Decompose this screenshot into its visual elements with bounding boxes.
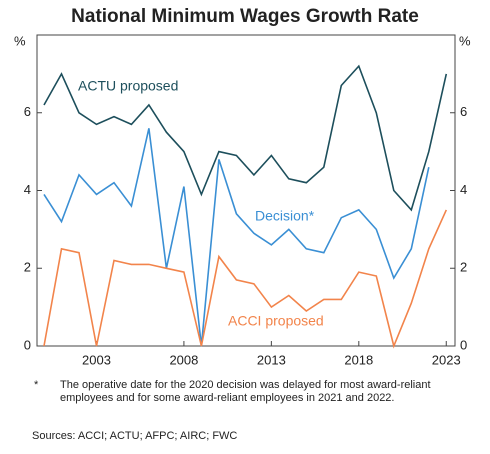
footnote: The operative date for the 2020 decision… (60, 379, 431, 404)
series-label: ACTU proposed (78, 78, 178, 94)
footnote-marker: * (34, 379, 39, 391)
y-tick-label: 4 (24, 182, 31, 197)
y-unit: % (14, 33, 26, 48)
y2-tick-label: 2 (460, 260, 467, 275)
series-line (43, 128, 430, 347)
source: Sources: ACCI; ACTU; AFPC; AIRC; FWC (32, 430, 238, 442)
y2-unit: % (459, 33, 471, 48)
y2-tick-label: 0 (460, 337, 467, 352)
chart-title: National Minimum Wages Growth Rate (71, 6, 419, 27)
chart: National Minimum Wages Growth Rate % % 0… (14, 6, 471, 367)
y-tick-label: 6 (24, 104, 31, 119)
x-tick-label: 2008 (169, 352, 198, 367)
y-tick-label: 0 (24, 337, 31, 352)
y-tick-label: 2 (24, 260, 31, 275)
y2-tick-label: 6 (460, 104, 467, 119)
x-tick-label: 2013 (257, 352, 286, 367)
series-label: ACCI proposed (228, 313, 324, 329)
x-tick-label: 2023 (432, 352, 461, 367)
series-line (43, 209, 448, 349)
y2-tick-label: 4 (460, 182, 467, 197)
x-tick-label: 2003 (82, 352, 111, 367)
x-tick-label: 2018 (344, 352, 373, 367)
series-label: Decision* (255, 208, 315, 224)
series-line (43, 64, 448, 212)
